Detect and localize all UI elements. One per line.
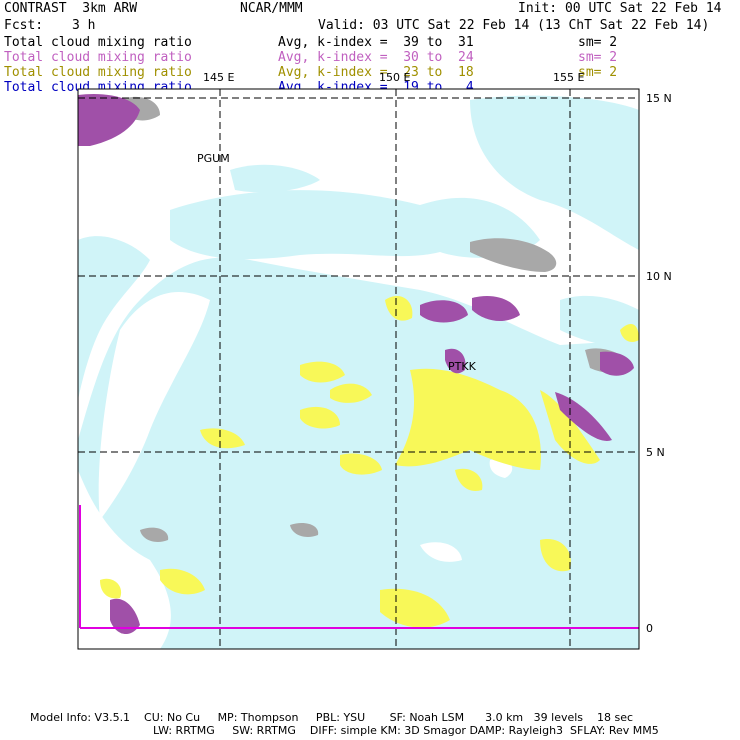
valid-time: Valid: 03 UTC Sat 22 Feb 14 (13 ChT Sat … [318, 18, 710, 33]
legend-sm-2: sm= 2 [578, 50, 618, 65]
domain-boundary [79, 505, 639, 629]
lon-label-150e: 150 E [379, 71, 410, 84]
lat-label-5n: 5 N [646, 446, 665, 459]
forecast-label: Fcst: [4, 18, 44, 33]
lon-label-145e: 145 E [203, 71, 234, 84]
legend-field-2: Total cloud mixing ratio [4, 50, 192, 65]
legend-avg-2: Avg, k-index = 30 to 24 [278, 50, 474, 65]
lat-lon-grid [78, 89, 639, 649]
organization: NCAR/MMM [240, 1, 303, 16]
legend-sm-3: sm= 2 [578, 65, 618, 80]
model-info-line-2: LW: RRTMG SW: RRTMG DIFF: simple KM: 3D … [153, 724, 659, 737]
model-title: CONTRAST 3km ARW [4, 1, 138, 16]
legend-avg-1: Avg, k-index = 39 to 31 [278, 35, 474, 50]
purple-cloud-regions [78, 93, 634, 635]
map-frame [77, 88, 640, 650]
lat-label-equator: 0 [646, 622, 653, 635]
legend-field-1: Total cloud mixing ratio [4, 35, 192, 50]
yellow-cloud-regions [100, 296, 639, 628]
station-ptkk: PTKK [448, 360, 477, 373]
legend-field-3: Total cloud mixing ratio [4, 65, 192, 80]
init-time: Init: 00 UTC Sat 22 Feb 14 [518, 1, 722, 16]
lat-label-15n: 15 N [646, 92, 672, 105]
cyan-cloud-regions [78, 95, 639, 649]
map-field-layer [78, 89, 639, 649]
forecast-hour: 3 h [72, 18, 96, 33]
lat-label-10n: 10 N [646, 270, 672, 283]
lon-label-155e: 155 E [553, 71, 584, 84]
model-info-line-1: Model Info: V3.5.1 CU: No Cu MP: Thompso… [30, 711, 634, 724]
legend-avg-3: Avg, k-index = 23 to 18 [278, 65, 474, 80]
station-pgum: PGUM [197, 152, 230, 165]
clear-gaps [78, 291, 513, 649]
legend-sm-1: sm= 2 [578, 35, 618, 50]
